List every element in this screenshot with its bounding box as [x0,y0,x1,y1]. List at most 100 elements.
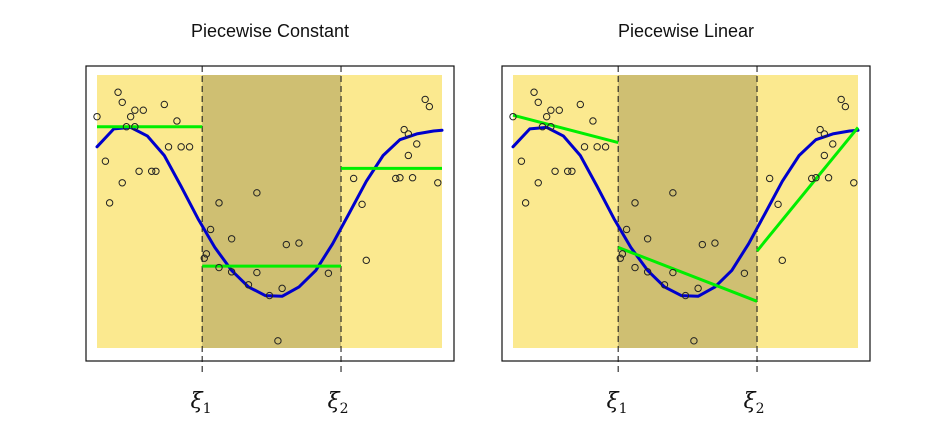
data-point [530,88,538,96]
data-point [601,143,610,151]
data-point [534,98,542,107]
data-point [404,151,413,160]
data-point [227,268,236,276]
data-point [295,239,303,247]
data-point [434,179,442,187]
data-point [392,174,400,183]
data-point [774,200,782,209]
data-point [547,123,555,131]
data-point [589,117,597,125]
data-point [349,174,358,183]
knot-symbol: ξ [327,389,341,414]
data-point [413,140,421,148]
data-point [622,225,631,234]
true-function-curve [95,125,444,298]
data-point [711,239,719,247]
data-point [643,268,652,276]
knot-subscript: 2 [340,401,349,417]
data-point [362,256,370,265]
knot-symbol: ξ [606,389,620,414]
data-point [118,98,126,107]
data-point [253,189,261,197]
data-point [808,174,816,183]
data-point [841,102,850,111]
knot-subscript: 1 [203,401,212,417]
data-point [816,125,824,134]
data-point [542,112,551,121]
data-point [105,199,114,207]
knot-symbol: ξ [743,389,757,414]
true-function-curve [511,125,860,298]
data-point [114,88,122,96]
data-point [200,254,208,262]
data-point [139,106,147,114]
data-point [408,174,417,182]
data-point [131,106,139,114]
data-point [616,254,624,262]
data-point [824,174,833,182]
data-point [324,269,333,277]
data-point [765,174,774,183]
data-point [593,143,601,151]
data-point [131,123,139,131]
data-point [850,179,858,187]
plot-frame [85,65,455,362]
data-point [547,106,555,114]
data-point [265,291,274,300]
region-background-middle [202,75,342,348]
data-point [135,167,143,175]
data-point [93,112,101,121]
data-point [631,199,639,207]
data-point [274,337,282,345]
data-point [555,106,563,114]
data-point [820,130,829,138]
knot-labels: ξ 1 ξ2 [190,389,348,417]
data-point [538,123,547,131]
data-point [829,140,837,148]
data-point [740,269,749,277]
data-point [669,189,677,197]
data-point [660,281,669,289]
data-point [812,174,820,182]
data-point [160,100,169,109]
data-point [631,263,639,272]
data-point [580,143,589,151]
data-point [215,263,223,272]
panel-piecewise-constant: Piecewise Constant ξ1 ξ2 [85,21,455,417]
data-point [568,167,576,175]
data-point [837,95,845,104]
data-point [173,117,181,125]
fit-segment-3 [755,126,860,252]
data-point [358,200,366,209]
data-point [778,256,786,265]
data-point [618,250,627,258]
data-point [227,235,236,243]
data-point [185,143,194,151]
data-point [278,284,286,293]
panel-title: Piecewise Linear [618,21,754,41]
data-point [521,199,530,207]
data-point [396,174,404,182]
data-point [202,250,211,258]
data-point [820,151,829,160]
data-point [698,240,707,249]
fit-segment-1 [512,113,619,144]
data-point [690,337,698,345]
data-point [669,268,677,277]
knot-label-xi2: ξ2 [327,389,348,417]
data-point [101,157,110,165]
data-point [152,167,160,175]
data-point [576,100,585,109]
data-point [681,291,690,300]
data-point [643,235,652,243]
data-point [517,157,526,165]
data-point [118,179,126,187]
data-point [164,143,173,151]
data-point [253,268,261,277]
data-point [282,240,291,249]
data-point [206,225,215,234]
panel-piecewise-linear: Piecewise Linear ξ1 ξ2 [501,21,871,417]
data-point [126,112,135,121]
data-point [400,125,408,134]
data-point [215,199,223,207]
